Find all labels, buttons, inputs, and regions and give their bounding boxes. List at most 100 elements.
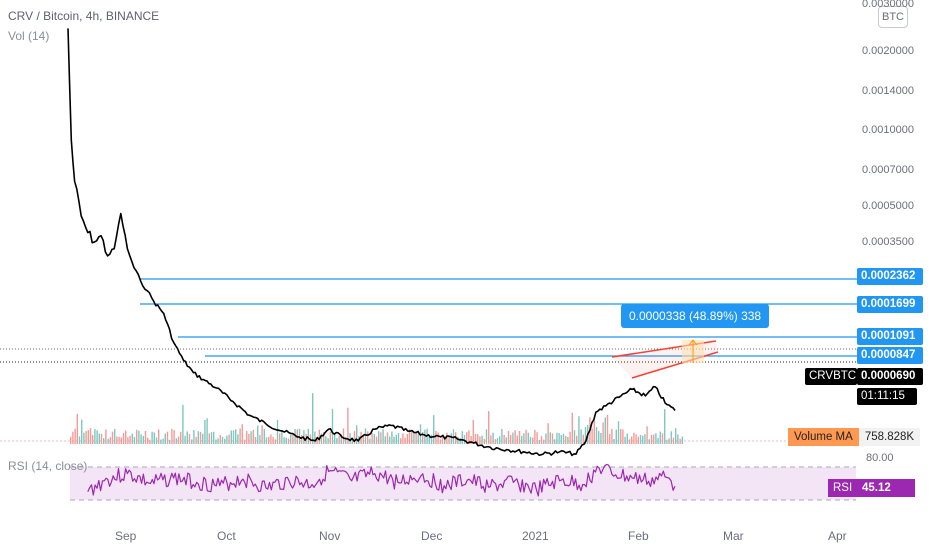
- volume-bar: [567, 437, 569, 444]
- volume-bar: [650, 434, 653, 444]
- volume-bar: [664, 409, 666, 444]
- time-tick: Dec: [421, 529, 443, 543]
- time-tick: Apr: [828, 529, 847, 543]
- rsi-band: [70, 467, 856, 500]
- volume-bar: [250, 431, 252, 444]
- volume-bar: [169, 439, 171, 444]
- volume-bar: [226, 435, 228, 444]
- volume-bar: [290, 434, 292, 444]
- volume-bar: [96, 430, 98, 444]
- volume-bar: [120, 437, 122, 444]
- volume-bar: [659, 431, 661, 444]
- volume-bar: [186, 431, 188, 444]
- volume-bar: [642, 435, 644, 444]
- volume-ma-label: Volume MA: [788, 428, 859, 446]
- volume-bar: [364, 428, 367, 444]
- volume-bar: [133, 437, 136, 444]
- volume-bar: [87, 430, 89, 444]
- volume-bar: [507, 431, 510, 444]
- volume-bar: [118, 437, 120, 444]
- volume-bar: [177, 436, 180, 444]
- level-tag: 0.0000847: [857, 347, 923, 364]
- volume-bar: [259, 435, 261, 444]
- volume-bar: [107, 438, 109, 444]
- bar-countdown: 01:11:15: [857, 388, 917, 405]
- volume-bar: [653, 434, 655, 444]
- volume-bar: [492, 432, 494, 444]
- volume-bar: [457, 436, 459, 444]
- volume-bar: [362, 434, 364, 444]
- volume-bar: [518, 431, 521, 444]
- volume-bar: [279, 433, 281, 444]
- volume-bar: [155, 437, 158, 444]
- volume-bar: [213, 431, 215, 444]
- rsi-legend: RSI (14, close): [8, 459, 88, 473]
- time-tick: 2021: [522, 529, 549, 543]
- last-price-tag: 0.0000690: [857, 368, 923, 385]
- volume-bar: [316, 439, 318, 444]
- volume-bar: [560, 435, 562, 444]
- volume-bar: [609, 434, 611, 444]
- volume-bar: [441, 435, 444, 444]
- time-tick: Mar: [723, 529, 744, 543]
- time-tick: Feb: [628, 529, 649, 543]
- volume-bar: [422, 432, 424, 444]
- level-tag: 0.0002362: [857, 268, 923, 285]
- volume-bar: [338, 435, 340, 444]
- volume-bar: [595, 427, 598, 444]
- currency-unit-badge[interactable]: BTC: [878, 6, 908, 28]
- volume-bar: [265, 437, 268, 444]
- measure-label: 0.0000338 (48.89%) 338: [621, 304, 770, 328]
- volume-bar: [389, 436, 391, 444]
- price-tick: 0.0010000: [862, 124, 914, 136]
- volume-bar: [287, 438, 290, 444]
- volume-bar: [494, 439, 496, 444]
- volume-bar: [248, 434, 250, 444]
- volume-bar: [164, 433, 166, 444]
- volume-bar: [661, 433, 664, 444]
- volume-bar: [241, 424, 243, 444]
- volume-bar: [182, 404, 184, 444]
- chart-title: CRV / Bitcoin, 4h, BINANCE: [8, 9, 160, 23]
- price-tick: 0.0030000: [862, 0, 914, 10]
- volume-bar: [400, 438, 402, 444]
- volume-bar: [202, 433, 204, 444]
- price-tick: 0.0003500: [862, 236, 914, 248]
- volume-bar: [536, 432, 538, 444]
- volume-bar: [439, 439, 441, 444]
- volume-bar: [105, 429, 107, 444]
- volume-bar: [171, 428, 173, 444]
- volume-bar: [257, 425, 259, 444]
- volume-bar: [606, 414, 609, 444]
- volume-bar: [254, 437, 257, 444]
- volume-bar: [329, 431, 331, 444]
- volume-bar: [481, 435, 483, 444]
- volume-bar: [263, 429, 265, 444]
- volume-bar: [175, 438, 177, 444]
- volume-bar: [252, 430, 254, 444]
- volume-bar: [228, 434, 230, 444]
- volume-bar: [646, 426, 648, 444]
- volume-bar: [191, 439, 193, 444]
- volume-bar: [615, 429, 617, 444]
- volume-bar: [538, 440, 540, 444]
- volume-bar: [677, 434, 679, 444]
- volume-bar: [472, 419, 474, 444]
- volume-bar: [109, 437, 111, 444]
- volume-bar: [345, 437, 347, 444]
- volume-bar: [534, 429, 536, 444]
- volume-bar: [602, 422, 604, 444]
- volume-bar: [151, 431, 153, 444]
- volume-bar: [199, 431, 202, 444]
- volume-bar: [193, 430, 195, 444]
- volume-bar: [378, 431, 380, 444]
- trend-channel[interactable]: [611, 339, 719, 379]
- volume-bar: [681, 436, 683, 444]
- volume-bar: [444, 438, 446, 444]
- volume-bar: [525, 429, 527, 444]
- volume-bar: [543, 439, 545, 444]
- volume-bar: [428, 436, 430, 444]
- volume-bar: [351, 439, 353, 444]
- volume-bar: [505, 437, 507, 444]
